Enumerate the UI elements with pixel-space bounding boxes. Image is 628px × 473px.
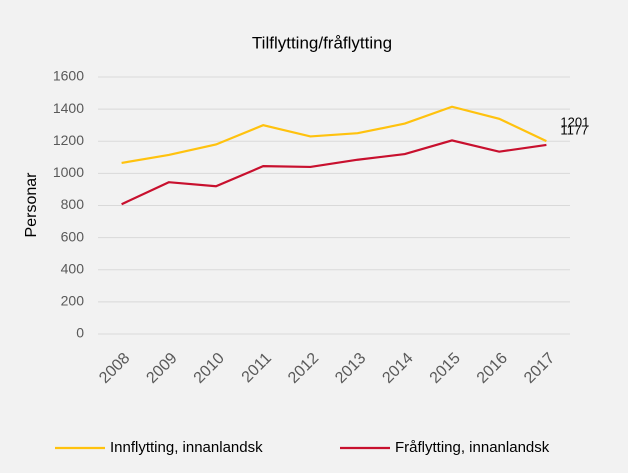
series-line	[121, 139, 547, 206]
y-tick-label: 400	[61, 260, 85, 276]
x-tick-label: 2008	[96, 350, 133, 387]
x-tick-label: 2011	[239, 350, 275, 386]
y-tick-label: 1600	[53, 68, 84, 84]
x-tick-label: 2012	[285, 350, 322, 387]
x-tick-label: 2014	[379, 350, 416, 387]
x-tick-label: 2010	[191, 350, 228, 387]
y-tick-label: 1400	[53, 100, 84, 116]
y-tick-label: 0	[76, 325, 84, 341]
x-tick-label: 2016	[474, 350, 511, 387]
x-tick-label: 2017	[521, 350, 558, 387]
series-line	[121, 105, 547, 165]
legend-label: Innflytting, innanlandsk	[110, 439, 263, 456]
data-label: 1201	[560, 115, 589, 130]
y-tick-label: 800	[61, 196, 85, 212]
y-tick-label: 200	[61, 293, 85, 309]
y-axis-label: Personar	[23, 172, 40, 238]
y-tick-label: 1000	[53, 164, 84, 180]
legend-label: Fråflytting, innanlandsk	[395, 439, 550, 456]
y-tick-label: 600	[61, 228, 85, 244]
x-tick-label: 2013	[332, 350, 369, 387]
x-tick-label: 2009	[143, 350, 180, 387]
x-tick-label: 2015	[427, 350, 464, 387]
data-label: 1177	[560, 122, 588, 137]
chart-title: Tilflytting/fråflytting	[252, 33, 392, 52]
y-tick-label: 1200	[53, 132, 84, 148]
